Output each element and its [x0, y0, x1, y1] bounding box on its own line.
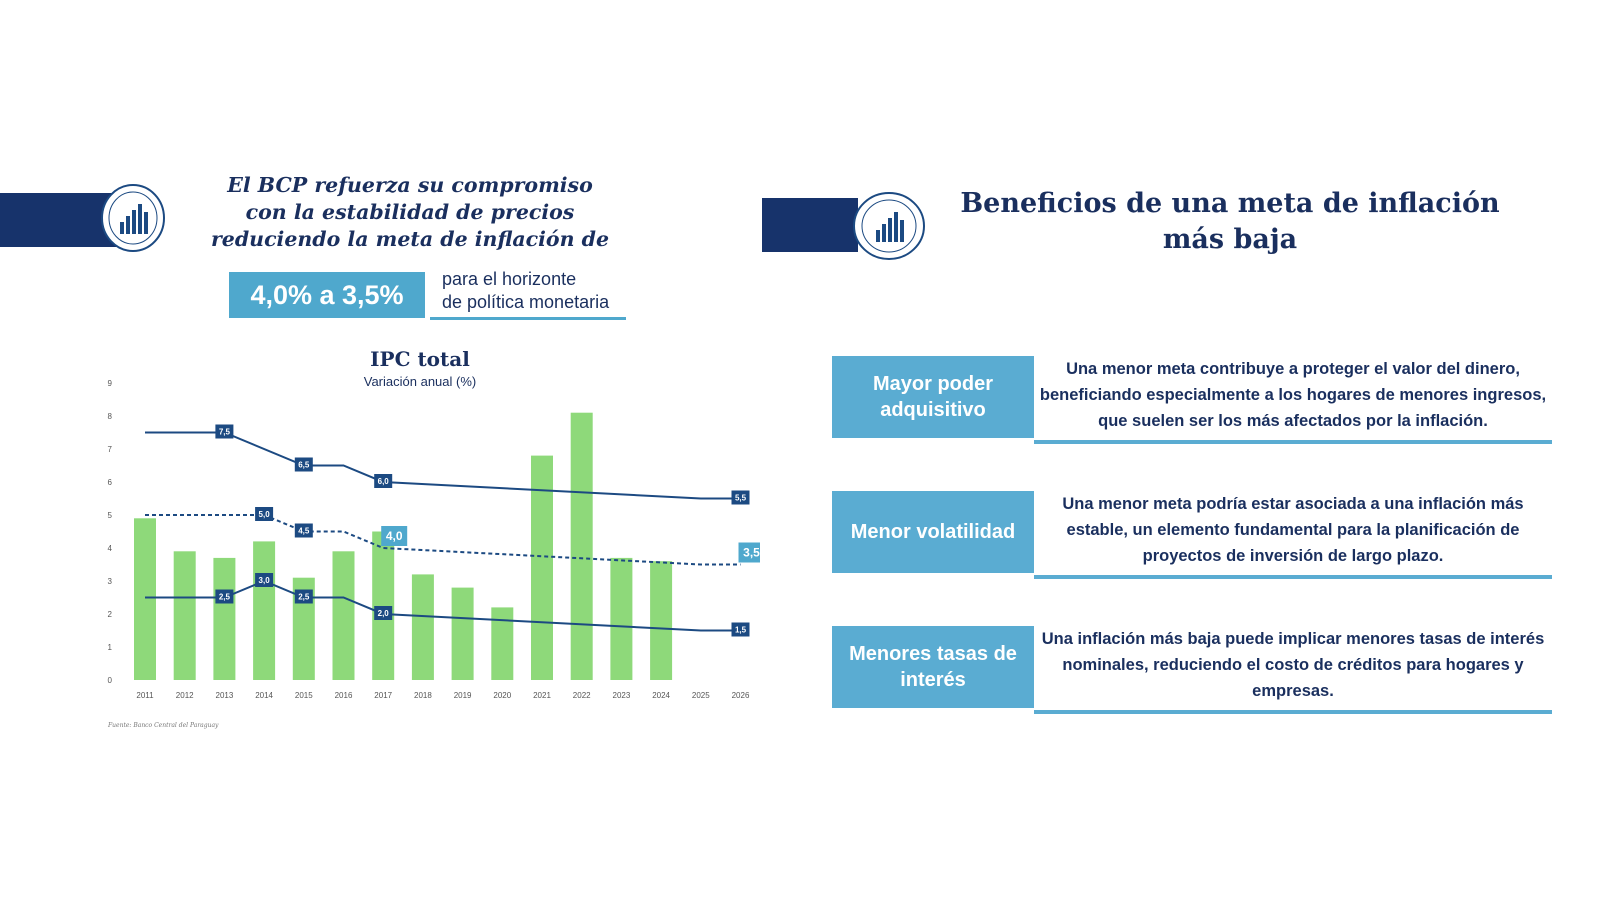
x-tick-label: 2024 — [652, 691, 670, 700]
x-tick-label: 2011 — [136, 691, 154, 700]
line-label-box — [255, 507, 274, 521]
x-tick-label: 2013 — [216, 691, 234, 700]
right-title-line: más baja — [1162, 224, 1298, 255]
line-label-box — [731, 622, 750, 637]
data-bar — [372, 531, 395, 680]
data-bar — [134, 518, 156, 680]
data-bar — [411, 574, 434, 680]
right-title-line: Beneficios de una meta de inflación — [960, 188, 1500, 219]
right-navy-band — [762, 198, 858, 252]
chart-subtitle: Variación anual (%) — [364, 374, 476, 389]
line-label-box — [215, 424, 234, 439]
x-tick-label: 2015 — [295, 691, 313, 700]
data-bar — [173, 551, 196, 680]
benefit-text: Una menor meta contribuye a proteger el … — [1039, 360, 1547, 430]
x-tick-label: 2025 — [692, 691, 710, 700]
line-label: 5,5 — [735, 494, 747, 503]
x-tick-label: 2017 — [374, 691, 392, 700]
data-bar — [650, 561, 673, 680]
y-tick-label: 1 — [108, 643, 113, 652]
horizon-text: para el horizonte de política monetaria — [442, 268, 609, 314]
chart-source: Fuente: Banco Central del Paraguay — [107, 722, 219, 729]
bcp-seal-icon — [101, 184, 165, 252]
benefit-text: Una menor meta podría estar asociada a u… — [1062, 495, 1524, 565]
benefit-text: Una inflación más baja puede implicar me… — [1041, 630, 1545, 700]
y-tick-label: 4 — [108, 544, 113, 553]
y-tick-label: 2 — [108, 610, 113, 619]
data-bar — [253, 541, 276, 680]
data-bar — [213, 557, 236, 680]
x-tick-label: 2018 — [414, 691, 432, 700]
x-tick-label: 2019 — [454, 691, 472, 700]
line-label: 6,5 — [298, 461, 310, 470]
y-tick-label: 3 — [108, 577, 113, 586]
x-tick-label: 2014 — [255, 691, 273, 700]
line-label: 2,0 — [378, 609, 390, 618]
y-tick-label: 5 — [108, 511, 113, 520]
line-label-box — [731, 490, 750, 505]
tolerance-band-line — [145, 431, 741, 500]
line-label: 5,0 — [259, 510, 271, 519]
x-tick-label: 2022 — [573, 691, 591, 700]
horizon-underline — [430, 317, 626, 320]
data-bar — [332, 551, 355, 680]
y-tick-label: 9 — [108, 379, 113, 388]
data-bar — [451, 587, 474, 680]
data-bar — [610, 557, 633, 680]
benefit-label: Mayor poder adquisitivo — [832, 356, 1034, 438]
benefit-underline — [1034, 440, 1552, 444]
benefit-item: Menor volatilidad Una menor meta podría … — [832, 491, 1552, 579]
target-label-box — [738, 542, 760, 563]
line-label: 6,0 — [378, 477, 390, 486]
benefit-label: Menores tasas de interés — [832, 626, 1034, 708]
line-label-box — [374, 606, 393, 620]
bcp-seal-icon — [853, 192, 925, 260]
left-title-line: con la estabilidad de precios — [245, 200, 575, 224]
x-tick-label: 2012 — [176, 691, 194, 700]
ipc-chart: IPC total Variación anual (%) 0 1 2 3 4 5 6 7 8 9 20… — [107, 350, 760, 729]
line-label-box — [255, 573, 274, 587]
line-label-box — [294, 523, 313, 538]
line-label: 2,5 — [298, 593, 310, 602]
line-label: 4,5 — [298, 527, 310, 536]
x-tick-label: 2026 — [732, 691, 750, 700]
benefit-underline — [1034, 575, 1552, 579]
y-tick-label: 8 — [108, 412, 113, 421]
line-label-box — [215, 589, 234, 604]
left-title-line: El BCP refuerza su compromiso — [227, 173, 593, 197]
right-title: Beneficios de una meta de inflación más … — [930, 186, 1530, 258]
x-tick-label: 2021 — [533, 691, 551, 700]
left-title: El BCP refuerza su compromiso con la est… — [200, 172, 620, 253]
target-label: 4,0 — [386, 529, 403, 543]
horizon-line-text: para el horizonte — [442, 269, 577, 289]
line-label: 1,5 — [735, 626, 747, 635]
data-bar — [491, 607, 514, 680]
target-label-box — [381, 526, 408, 546]
y-tick-label: 7 — [108, 445, 113, 454]
data-bar — [570, 412, 593, 680]
target-change-box: 4,0% a 3,5% — [229, 272, 425, 318]
benefit-label: Menor volatilidad — [832, 491, 1034, 573]
line-label: 3,0 — [259, 576, 271, 585]
y-tick-label: 0 — [108, 676, 113, 685]
y-tick-label: 6 — [108, 478, 113, 487]
line-label-box — [294, 589, 313, 604]
x-tick-label: 2016 — [335, 691, 353, 700]
x-tick-label: 2020 — [493, 691, 511, 700]
horizon-line-text: de política monetaria — [442, 292, 610, 312]
chart-title: IPC total — [370, 350, 470, 371]
left-title-line: reduciendo la meta de inflación de — [210, 227, 610, 251]
benefit-underline — [1034, 710, 1552, 714]
line-label: 7,5 — [219, 428, 231, 437]
benefit-item: Mayor poder adquisitivo Una menor meta c… — [832, 356, 1552, 444]
x-tick-label: 2023 — [613, 691, 631, 700]
target-line — [145, 514, 741, 566]
target-label: 3,5 — [743, 546, 760, 560]
benefit-item: Menores tasas de interés Una inflación m… — [832, 626, 1552, 714]
line-label-box — [294, 457, 313, 472]
line-label: 2,5 — [219, 593, 231, 602]
data-bar — [531, 455, 553, 680]
line-label-box — [374, 474, 393, 488]
